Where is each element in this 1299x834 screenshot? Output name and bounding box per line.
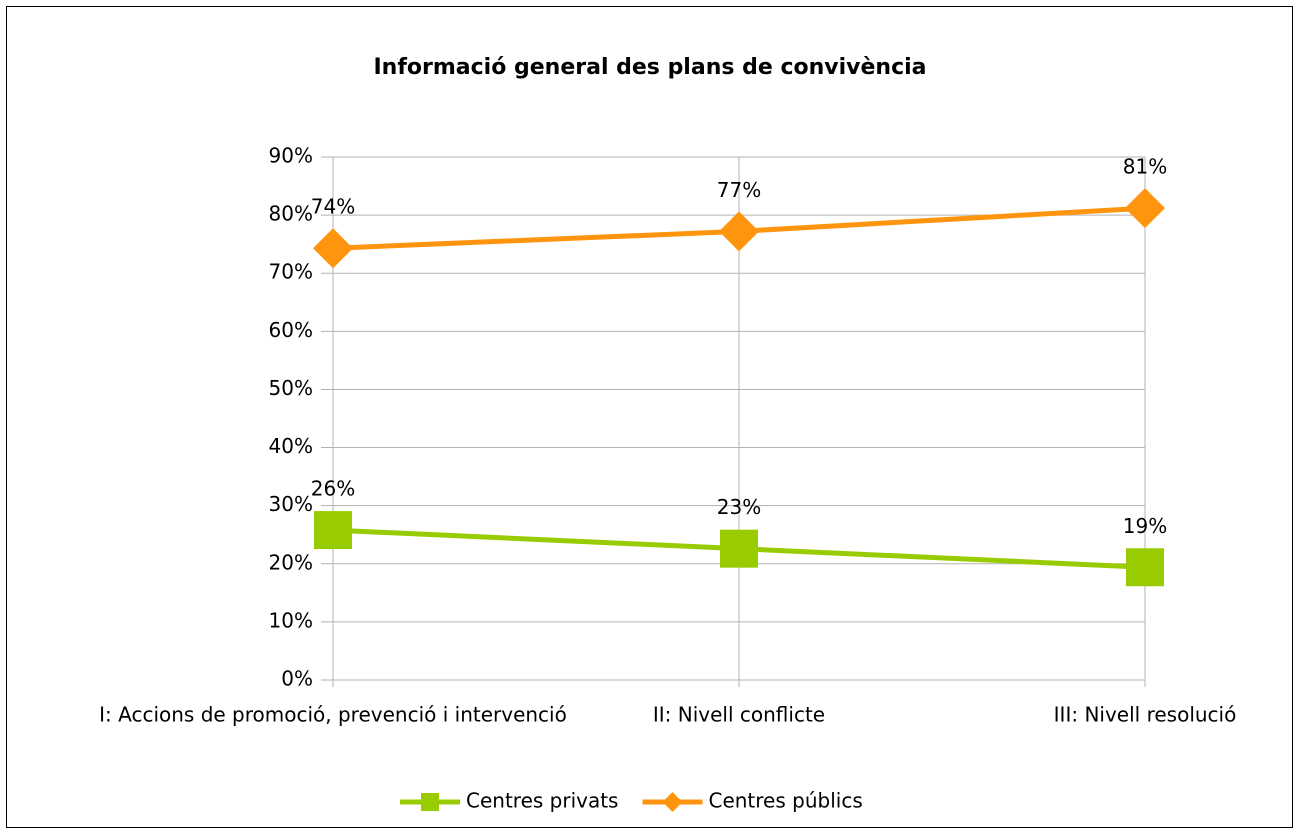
x-tick-label: I: Accions de promoció, prevenció i inte… xyxy=(99,703,567,727)
y-tick-label: 10% xyxy=(269,608,313,632)
marker xyxy=(719,211,759,252)
data-label: 81% xyxy=(1123,155,1167,179)
y-tick-label: 90% xyxy=(269,144,313,168)
data-label: 23% xyxy=(717,495,761,519)
data-label: 19% xyxy=(1123,514,1167,538)
y-tick-label: 0% xyxy=(281,667,313,691)
x-tick-label: III: Nivell resolució xyxy=(1054,703,1237,727)
y-tick-label: 70% xyxy=(269,260,313,284)
y-tick-label: 60% xyxy=(269,318,313,342)
x-tick-label: II: Nivell conflicte xyxy=(653,703,825,727)
y-tick-label: 30% xyxy=(269,492,313,516)
legend-label: Centres privats xyxy=(466,789,618,813)
y-tick-label: 40% xyxy=(269,434,313,458)
marker xyxy=(314,511,352,550)
legend-label: Centres públics xyxy=(708,789,862,813)
marker xyxy=(1126,548,1164,587)
marker xyxy=(720,529,758,568)
data-label: 77% xyxy=(717,178,761,202)
marker xyxy=(421,793,439,811)
chart-title: Informació general des plans de convivèn… xyxy=(373,55,926,80)
marker xyxy=(1125,188,1165,229)
data-label: 26% xyxy=(311,477,355,501)
y-tick-label: 50% xyxy=(269,376,313,400)
data-label: 74% xyxy=(311,195,355,219)
chart-border xyxy=(6,6,1293,828)
marker xyxy=(313,228,353,269)
y-tick-label: 80% xyxy=(269,202,313,226)
marker xyxy=(662,792,683,812)
y-tick-label: 20% xyxy=(269,550,313,574)
